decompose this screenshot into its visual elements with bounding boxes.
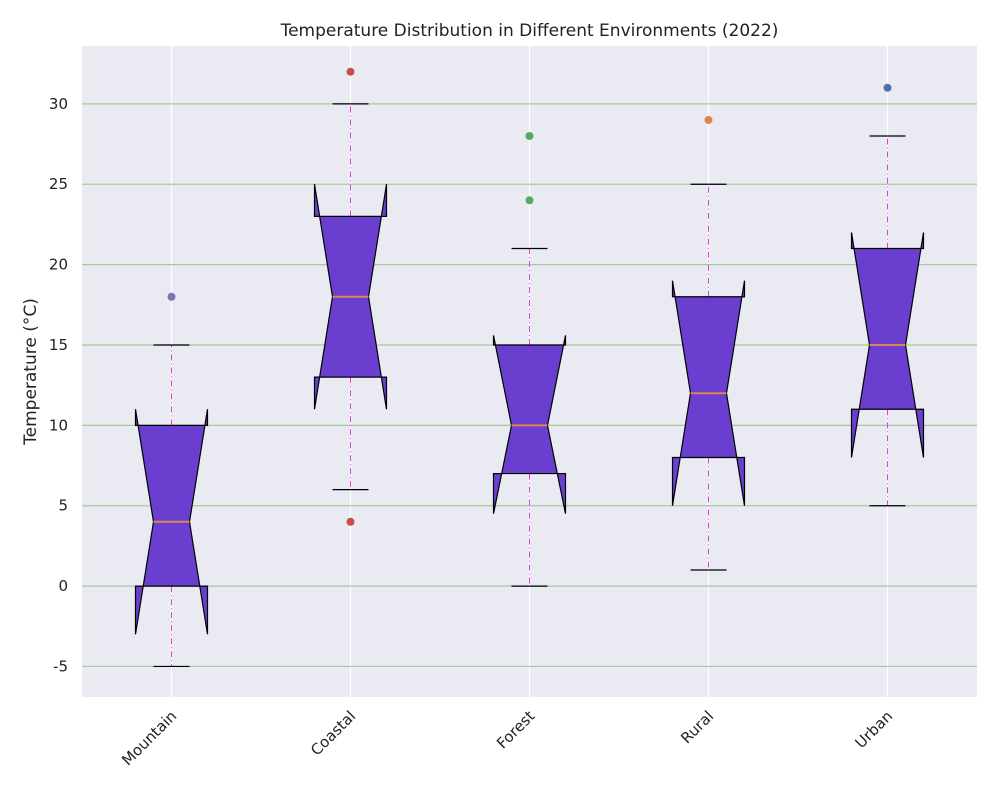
x-tick-label: Mountain [118, 707, 180, 769]
outlier-point [883, 83, 892, 92]
outlier-point [346, 67, 355, 76]
x-tick-labels: Mountain Coastal Forest Rural Urban [118, 707, 896, 769]
outlier-point [346, 517, 355, 526]
outlier-point [704, 115, 713, 124]
y-tick-label: 0 [58, 577, 68, 595]
y-tick-labels: -5 0 5 10 15 20 25 30 [49, 95, 68, 676]
box-rural [671, 115, 746, 571]
y-tick-label: 5 [58, 497, 68, 515]
box-mountain [134, 292, 209, 668]
y-axis-label: Temperature (°C) [21, 298, 41, 446]
box-forest [492, 132, 567, 587]
outlier-point [525, 196, 534, 205]
outlier-point [167, 292, 176, 301]
y-tick-label: 10 [49, 416, 68, 434]
y-tick-label: 25 [49, 175, 68, 193]
chart-title: Temperature Distribution in Different En… [280, 21, 779, 41]
y-tick-label: 15 [49, 336, 68, 354]
y-tick-label: -5 [53, 657, 68, 675]
y-tick-label: 30 [49, 95, 68, 113]
x-tick-label: Forest [493, 707, 538, 752]
outlier-point [525, 132, 534, 141]
box-plots [134, 67, 925, 668]
box-urban [850, 83, 925, 507]
x-tick-label: Urban [852, 707, 897, 752]
x-tick-label: Coastal [307, 707, 359, 759]
y-tick-label: 20 [49, 256, 68, 274]
x-tick-label: Rural [677, 707, 717, 747]
box-coastal [313, 67, 388, 526]
